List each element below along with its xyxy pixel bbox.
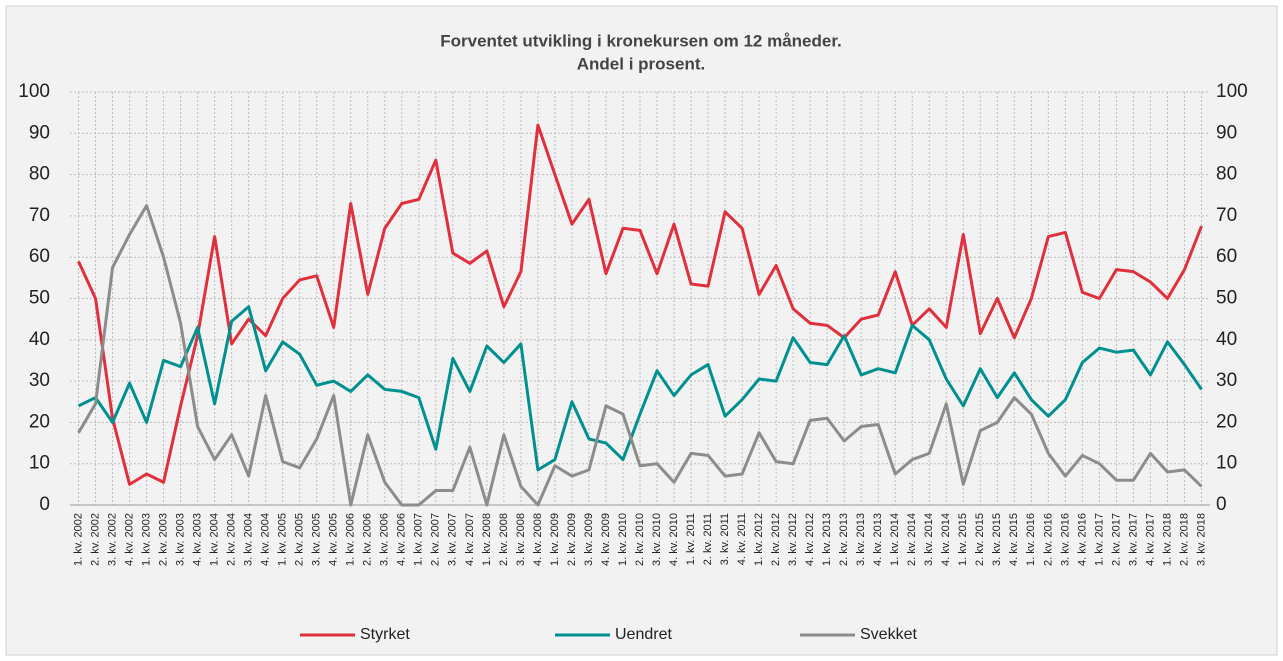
chart-subtitle: Andel i prosent. (577, 54, 705, 73)
x-tick-label: 1. kv. 2005 (277, 513, 289, 566)
x-tick-label: 1. kv. 2002 (72, 513, 84, 566)
x-tick-label: 1. kv. 2007 (413, 513, 425, 566)
y-tick-label: 60 (29, 246, 50, 267)
x-tick-label: 3. kv. 2017 (1127, 513, 1139, 566)
x-tick-label: 1. kv. 2010 (617, 513, 629, 566)
x-tick-label: 4. kv. 2006 (396, 513, 408, 566)
y2-tick-label: 80 (1216, 164, 1237, 185)
x-tick-label: 2. kv. 2008 (498, 513, 510, 566)
x-tick-label: 1. kv. 2016 (1025, 513, 1037, 566)
x-tick-label: 3. kv. 2010 (651, 513, 663, 566)
x-tick-label: 4. kv. 2009 (600, 513, 612, 566)
x-tick-label: 4. kv. 2004 (260, 513, 272, 566)
x-tick-label: 4. kv. 2016 (1076, 513, 1088, 566)
y-tick-label: 50 (29, 288, 50, 309)
x-tick-label: 2. kv. 2007 (430, 513, 442, 566)
x-tick-label: 3. kv. 2005 (311, 513, 323, 566)
x-tick-label: 4. kv. 2002 (123, 513, 135, 566)
y-tick-label: 20 (29, 411, 50, 432)
x-tick-label: 4. kv. 2010 (668, 513, 680, 566)
x-tick-label: 2. kv. 2005 (294, 513, 306, 566)
y-tick-label: 30 (29, 370, 50, 391)
x-tick-label: 3. kv. 2003 (175, 513, 187, 566)
x-tick-label: 2. kv. 2016 (1042, 513, 1054, 566)
y2-tick-label: 90 (1216, 122, 1237, 143)
x-tick-label: 1. kv. 2014 (889, 513, 901, 566)
x-tick-label: 2. kv. 2015 (974, 513, 986, 566)
x-tick-label: 2. kv. 2006 (362, 513, 374, 566)
x-tick-label: 3. kv. 2007 (447, 513, 459, 566)
x-tick-label: 2. kv. 2003 (157, 513, 169, 566)
series-line (77, 305, 1203, 472)
y2-tick-label: 0 (1216, 494, 1227, 515)
x-tick-label: 3. kv. 2008 (515, 513, 527, 566)
x-tick-label: 3. kv. 2002 (106, 513, 118, 566)
x-tick-label: 1. kv. 2006 (345, 513, 357, 566)
x-tick-label: 1. kv. 2008 (481, 513, 493, 566)
x-tick-label: 3. kv. 2009 (583, 513, 595, 566)
x-tick-label: 4. kv. 2011 (736, 513, 748, 565)
x-tick-label: 1. kv. 2018 (1161, 513, 1173, 566)
x-tick-label: 1. kv. 2015 (957, 513, 969, 566)
x-tick-label: 2. kv. 2013 (838, 513, 850, 566)
y2-tick-label: 10 (1216, 453, 1237, 474)
y-tick-label: 0 (39, 494, 50, 515)
x-tick-label: 2. kv. 2018 (1178, 513, 1190, 566)
y2-tick-label: 30 (1216, 370, 1237, 391)
x-tick-label: 4. kv. 2005 (328, 513, 340, 566)
y-tick-label: 40 (29, 329, 50, 350)
x-tick-label: 1. kv. 2013 (821, 513, 833, 566)
series-line (77, 204, 1203, 507)
y-tick-label: 70 (29, 205, 50, 226)
x-tick-label: 4. kv. 2014 (940, 513, 952, 566)
x-tick-label: 4. kv. 2008 (532, 513, 544, 566)
legend-label: Svekket (860, 626, 917, 643)
x-tick-label: 3. kv. 2018 (1195, 513, 1207, 566)
legend-label: Styrket (360, 626, 410, 643)
x-tick-label: 4. kv. 2017 (1144, 513, 1156, 566)
x-tick-label: 2. kv. 2002 (89, 513, 101, 566)
y2-tick-label: 70 (1216, 205, 1237, 226)
x-tick-label: 3. kv. 2004 (243, 513, 255, 566)
x-tick-label: 2. kv. 2010 (634, 513, 646, 566)
x-tick-label: 2. kv. 2017 (1110, 513, 1122, 566)
x-tick-label: 1. kv. 2004 (209, 513, 221, 566)
x-tick-label: 4. kv. 2007 (464, 513, 476, 566)
x-tick-label: 3. kv. 2016 (1059, 513, 1071, 566)
x-tick-label: 2. kv. 2009 (566, 513, 578, 566)
x-tick-label: 3. kv. 2013 (855, 513, 867, 566)
x-tick-label: 3. kv. 2012 (787, 513, 799, 566)
x-tick-label: 3. kv. 2014 (923, 513, 935, 566)
x-tick-label: 2. kv. 2011 (702, 513, 714, 565)
x-tick-label: 1. kv. 2011 (685, 513, 697, 565)
y-tick-label: 10 (29, 453, 50, 474)
y2-tick-label: 60 (1216, 246, 1237, 267)
y-tick-label: 100 (18, 81, 50, 102)
x-tick-label: 1. kv. 2017 (1093, 513, 1105, 566)
y2-tick-label: 50 (1216, 288, 1237, 309)
series-line (77, 123, 1203, 486)
x-tick-label: 3. kv. 2011 (719, 513, 731, 565)
y-tick-label: 90 (29, 122, 50, 143)
y2-tick-label: 40 (1216, 329, 1237, 350)
x-tick-label: 2. kv. 2012 (770, 513, 782, 566)
x-tick-label: 4. kv. 2012 (804, 513, 816, 566)
x-tick-label: 3. kv. 2006 (379, 513, 391, 566)
y2-tick-label: 20 (1216, 411, 1237, 432)
chart-background (5, 5, 1278, 656)
y2-tick-label: 100 (1216, 81, 1248, 102)
y-tick-label: 80 (29, 164, 50, 185)
x-tick-label: 4. kv. 2003 (192, 513, 204, 566)
chart-title: Forventet utvikling i kronekursen om 12 … (440, 31, 842, 50)
x-tick-label: 4. kv. 2013 (872, 513, 884, 566)
x-tick-label: 2. kv. 2014 (906, 513, 918, 566)
x-tick-label: 1. kv. 2009 (549, 513, 561, 566)
x-tick-label: 2. kv. 2004 (226, 513, 238, 566)
x-tick-label: 1. kv. 2012 (753, 513, 765, 566)
x-tick-label: 4. kv. 2015 (1008, 513, 1020, 566)
x-tick-label: 3. kv. 2015 (991, 513, 1003, 566)
legend-label: Uendret (615, 626, 672, 643)
x-tick-label: 1. kv. 2003 (140, 513, 152, 566)
